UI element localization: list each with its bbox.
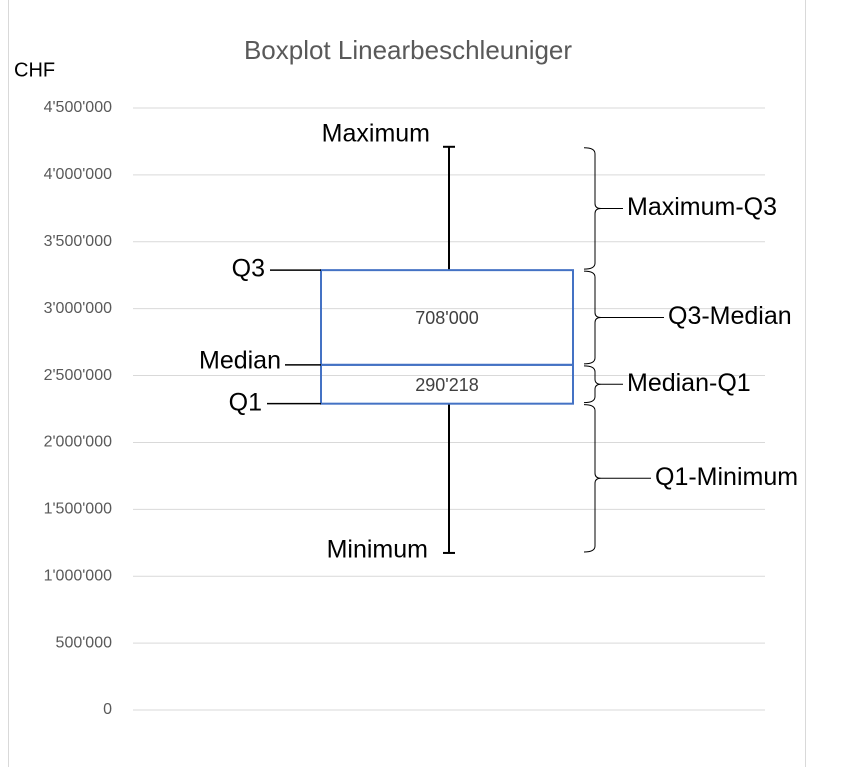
y-tick-label: 4'500'000 <box>44 99 113 116</box>
span-label: Q3-Median <box>668 302 792 330</box>
y-tick-label: 3'000'000 <box>44 300 113 317</box>
value-label: 290'218 <box>415 375 479 395</box>
y-tick-label: 1'500'000 <box>44 501 113 518</box>
y-tick-label: 1'000'000 <box>44 567 113 584</box>
y-tick-label: 500'000 <box>56 634 113 651</box>
level-label: Q3 <box>232 255 265 283</box>
span-brace <box>583 365 602 404</box>
minimum-label: Minimum <box>327 536 428 564</box>
level-label: Median <box>199 346 281 374</box>
span-label: Q1-Minimum <box>655 463 798 491</box>
y-axis-label: CHF <box>14 59 55 81</box>
value-label: 708'000 <box>415 308 479 328</box>
y-tick-label: 2'000'000 <box>44 434 113 451</box>
level-label: Q1 <box>229 388 262 416</box>
y-tick-label: 3'500'000 <box>44 233 113 250</box>
span-label: Maximum-Q3 <box>627 193 777 221</box>
box-segment <box>320 269 574 366</box>
y-tick-label: 2'500'000 <box>44 367 113 384</box>
y-tick-label: 0 <box>103 701 112 718</box>
chart-title: Boxplot Linearbeschleuniger <box>244 35 572 65</box>
span-brace <box>583 147 602 270</box>
y-tick-label: 4'000'000 <box>44 166 113 183</box>
span-brace <box>583 270 602 365</box>
span-brace <box>583 404 602 553</box>
span-label: Median-Q1 <box>627 369 751 397</box>
maximum-label: Maximum <box>322 119 430 147</box>
